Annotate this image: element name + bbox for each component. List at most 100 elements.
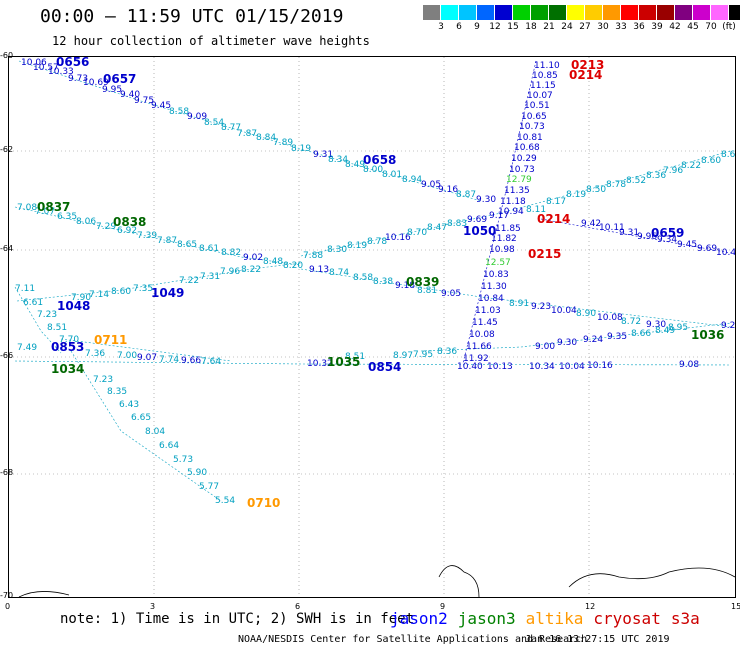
swh-value: 9.45 — [151, 101, 171, 111]
map-grid — [9, 57, 735, 597]
swh-value: 12.57 — [485, 258, 511, 268]
swh-value: 10.04 — [551, 306, 577, 316]
swh-value: 8.48 — [263, 257, 283, 267]
swh-value: 8.19 — [291, 144, 311, 154]
footnote: note: 1) Time is in UTC; 2) SWH is in fe… — [60, 611, 415, 627]
track-time-labels: 0656 0657 0658 0659 1050 1049 1048 0853 0854 0837… — [37, 57, 724, 510]
swh-value: 8.34 — [328, 155, 348, 165]
swh-value: 11.35 — [504, 186, 530, 196]
swh-value: 7.31 — [200, 272, 220, 282]
swh-value: 9.69 — [467, 215, 487, 225]
swh-value: 8.36 — [646, 171, 666, 181]
x-tick-label: 12 — [585, 602, 596, 611]
track-line — [18, 60, 482, 202]
swh-value: 8.82 — [221, 248, 241, 258]
swh-value: 10.04 — [559, 362, 585, 372]
swh-value: 8.60 — [701, 156, 721, 166]
swh-value: 8.47 — [427, 223, 447, 233]
pass-time-label: 1050 — [463, 224, 496, 238]
swh-value: 7.96 — [220, 267, 240, 277]
track-line — [16, 262, 302, 302]
colorbar-label: 70 — [705, 22, 717, 32]
colorbar-label: 9 — [474, 22, 480, 32]
swh-value: 8.70 — [407, 228, 427, 238]
swh-value: 7.14 — [89, 290, 109, 300]
colorbar-label: (ft) — [722, 22, 736, 32]
satellite-altika: altika — [525, 609, 584, 628]
swh-value: 9.31 — [619, 228, 639, 238]
swh-value: 6.35 — [57, 212, 77, 222]
swh-value: 8.81 — [417, 286, 437, 296]
satellite-legend: jason2 jason3 altika cryosat s3a — [390, 609, 710, 628]
colorbar-label: 6 — [456, 22, 462, 32]
colorbar-swatch — [585, 5, 603, 20]
swh-value: 8.51 — [345, 352, 365, 362]
swh-value: 10.08 — [597, 313, 623, 323]
swh-value: 9.35 — [607, 332, 627, 342]
swh-value: 10.16 — [385, 233, 411, 243]
swh-value: 7.11 — [15, 284, 35, 294]
colorbar-label: 18 — [525, 22, 537, 32]
swh-value: 10.51 — [524, 101, 550, 111]
swh-value: 7.35 — [133, 284, 153, 294]
colorbar-label: 27 — [579, 22, 591, 32]
swh-value: 8.91 — [509, 299, 529, 309]
swh-value: 8.61 — [199, 244, 219, 254]
swh-value: 8.22 — [241, 265, 261, 275]
swh-value: 8.52 — [626, 176, 646, 186]
swh-value: 5.90 — [187, 468, 207, 478]
colorbar-swatch — [549, 5, 567, 20]
swh-value: 9.23 — [721, 321, 735, 331]
swh-value: 8.49 — [345, 160, 365, 170]
swh-value: 9.08 — [679, 360, 699, 370]
swh-value: 12.79 — [506, 175, 532, 185]
swh-value: 8.54 — [204, 118, 224, 128]
swh-value: 8.77 — [221, 123, 241, 133]
swh-value: 6.64 — [159, 441, 179, 451]
pass-time-label: 0711 — [94, 333, 127, 347]
swh-value: 11.30 — [481, 282, 507, 292]
swh-value: 11.92 — [463, 354, 489, 364]
y-tick-label: -62 — [0, 145, 14, 154]
swh-value: 6.92 — [117, 226, 137, 236]
track-line — [60, 338, 232, 362]
swh-value: 9.31 — [313, 150, 333, 160]
colorbar-label: 15 — [507, 22, 519, 32]
pass-time-label: 0659 — [651, 226, 684, 240]
pass-time-label: 0854 — [368, 360, 401, 374]
track-line — [14, 286, 62, 354]
satellite-s3a: s3a — [670, 609, 700, 628]
swh-value: 9.34 — [657, 235, 677, 245]
swh-value: 9.73 — [68, 74, 88, 84]
swh-value: 8.84 — [256, 133, 276, 143]
swh-value: 9.07 — [137, 353, 157, 363]
swh-value: 7.49 — [17, 343, 37, 353]
coastline — [18, 565, 735, 597]
colorbar-swatch — [423, 5, 441, 20]
swh-value: 9.45 — [677, 240, 697, 250]
swh-value: 9.09 — [187, 112, 207, 122]
swh-value: 8.00 — [363, 165, 383, 175]
page-subtitle: 12 hour collection of altimeter wave hei… — [52, 34, 370, 48]
swh-value: 7.39 — [137, 231, 157, 241]
y-tick-label: -66 — [0, 351, 14, 360]
swh-value: 10.84 — [478, 294, 504, 304]
swh-value: 8.78 — [606, 180, 626, 190]
swh-value: 9.05 — [421, 180, 441, 190]
swh-value: 7.00 — [117, 351, 137, 361]
swh-value: 9.13 — [309, 265, 329, 275]
swh-value: 10.68 — [514, 143, 540, 153]
swh-value: 7.96 — [663, 166, 683, 176]
colorbar-swatch — [729, 5, 740, 20]
swh-value: 7.64 — [201, 357, 221, 367]
swh-value: 5.54 — [215, 496, 235, 506]
pass-time-label: 1035 — [327, 355, 360, 369]
map-panel: 10.06 10.57 10.33 9.73 10.69 9.95 9.40 9.75 9.45… — [8, 56, 736, 598]
swh-value: 10.73 — [519, 122, 545, 132]
swh-value: 10.57 — [33, 63, 59, 73]
colorbar-label: 33 — [615, 22, 627, 32]
swh-value: 8.58 — [169, 107, 189, 117]
swh-value: 8.19 — [347, 241, 367, 251]
colorbar-swatch — [567, 5, 585, 20]
swh-value: 9.16 — [438, 185, 458, 195]
